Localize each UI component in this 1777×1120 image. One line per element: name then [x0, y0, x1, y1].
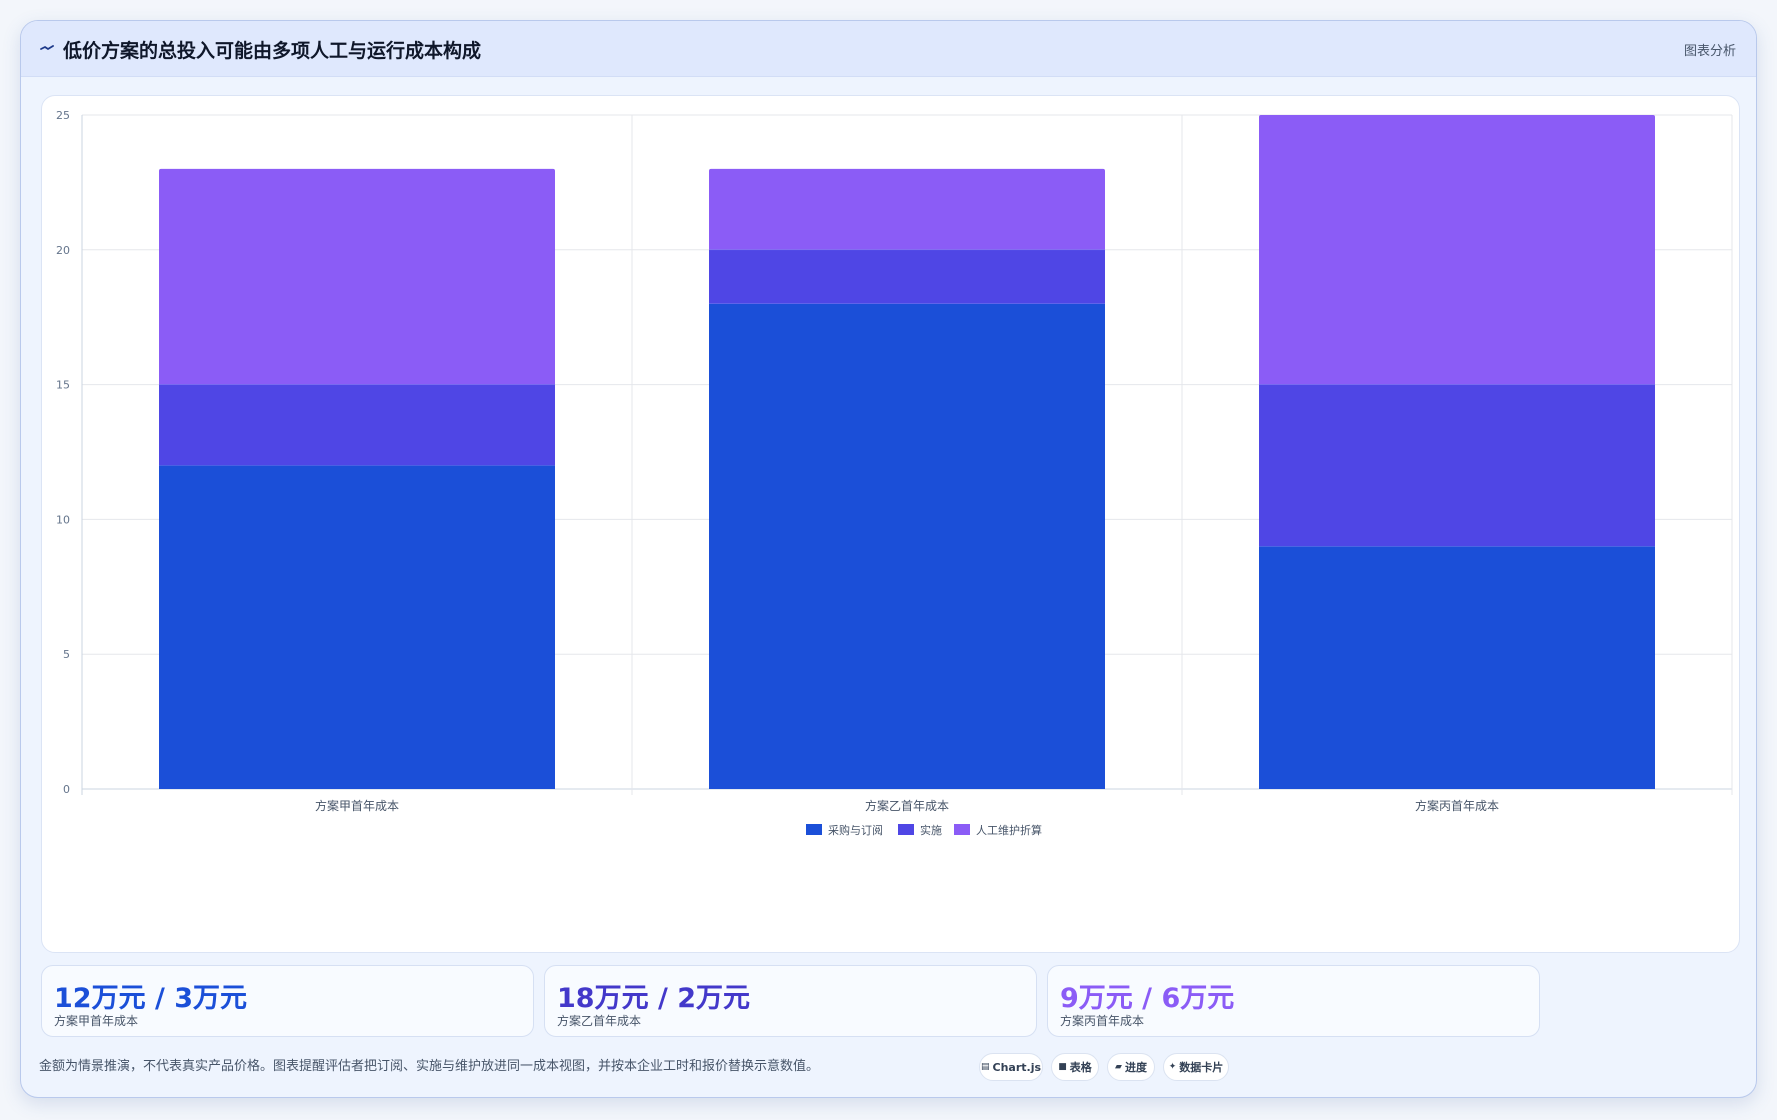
stat-card-b: 18万元 / 2万元 方案乙首年成本: [544, 965, 1037, 1037]
y-tick-label: 0: [63, 783, 70, 796]
footer-note: 金额为情景推演，不代表真实产品价格。图表提醒评估者把订阅、实施与维护放进同一成本…: [39, 1059, 820, 1074]
bar-segment: [709, 303, 1105, 789]
bar-segment: [159, 465, 555, 789]
header-tag: 图表分析: [1683, 44, 1736, 59]
bar-segment: [1259, 115, 1655, 385]
y-tick-label: 5: [63, 648, 70, 661]
stat-value: 12万元 / 3万元: [54, 983, 248, 1014]
stat-cards: 12万元 / 3万元 方案甲首年成本 18万元 / 2万元 方案乙首年成本 9万…: [41, 965, 1740, 1037]
chip-label: 进度: [1124, 1061, 1147, 1074]
bar-segment: [709, 168, 1105, 250]
legend-swatch: [898, 824, 914, 835]
bar-segment: [709, 249, 1105, 304]
sparkle-icon: ✦: [1168, 1062, 1177, 1072]
y-tick-label: 25: [56, 109, 70, 122]
y-tick-label: 10: [56, 513, 70, 526]
y-tick-label: 15: [56, 379, 70, 392]
header: 低价方案的总投入可能由多项人工与运行成本构成 图表分析: [21, 21, 1756, 77]
chart-card: 0 5 10 15 20 25 方案甲首年成本 方案乙首年成本 方案丙首年成本采购与订阅 实施 人工…: [41, 95, 1740, 953]
chip-label: Chart.js: [992, 1060, 1042, 1074]
y-tick-label: 20: [56, 244, 70, 257]
legend-swatch: [806, 824, 822, 835]
stat-card-c: 9万元 / 6万元 方案丙首年成本: [1047, 965, 1540, 1037]
x-tick-label: 方案丙首年成本: [1415, 798, 1499, 813]
x-tick-label: 方案甲首年成本: [315, 798, 399, 813]
legend-label: 实施: [920, 823, 942, 837]
bar-segment: [159, 168, 555, 385]
stat-label: 方案甲首年成本: [54, 1014, 139, 1028]
progress-icon: ▰: [1115, 1062, 1122, 1072]
stat-value: 18万元 / 2万元: [557, 983, 751, 1014]
chip-chartjs[interactable]: ▤ Chart.js: [979, 1053, 1043, 1081]
chip-table[interactable]: ■ 表格: [1051, 1053, 1099, 1081]
stat-value: 9万元 / 6万元: [1060, 983, 1235, 1014]
table-icon: ■: [1058, 1062, 1067, 1072]
x-tick-label: 方案乙首年成本: [865, 798, 949, 813]
page-title: 低价方案的总投入可能由多项人工与运行成本构成: [63, 40, 482, 62]
bar-segment: [1259, 384, 1655, 547]
chip-data-cards[interactable]: ✦ 数据卡片: [1163, 1053, 1229, 1081]
legend-label: 采购与订阅: [828, 823, 883, 837]
bar-segment: [1259, 546, 1655, 789]
stat-card-a: 12万元 / 3万元 方案甲首年成本: [41, 965, 534, 1037]
bar-segment: [159, 384, 555, 466]
stat-label: 方案丙首年成本: [1060, 1014, 1145, 1028]
stat-label: 方案乙首年成本: [557, 1014, 642, 1028]
chip-progress[interactable]: ▰ 进度: [1107, 1053, 1155, 1081]
legend-swatch: [954, 824, 970, 835]
chip-label: 表格: [1069, 1061, 1092, 1074]
chart-icon: ▤: [980, 1062, 990, 1072]
app-window: 低价方案的总投入可能由多项人工与运行成本构成 图表分析 0 5 10 15 20 25 方案…: [20, 20, 1757, 1098]
trend-icon: [40, 45, 54, 50]
legend-label: 人工维护折算: [976, 823, 1042, 837]
chip-label: 数据卡片: [1179, 1061, 1224, 1074]
